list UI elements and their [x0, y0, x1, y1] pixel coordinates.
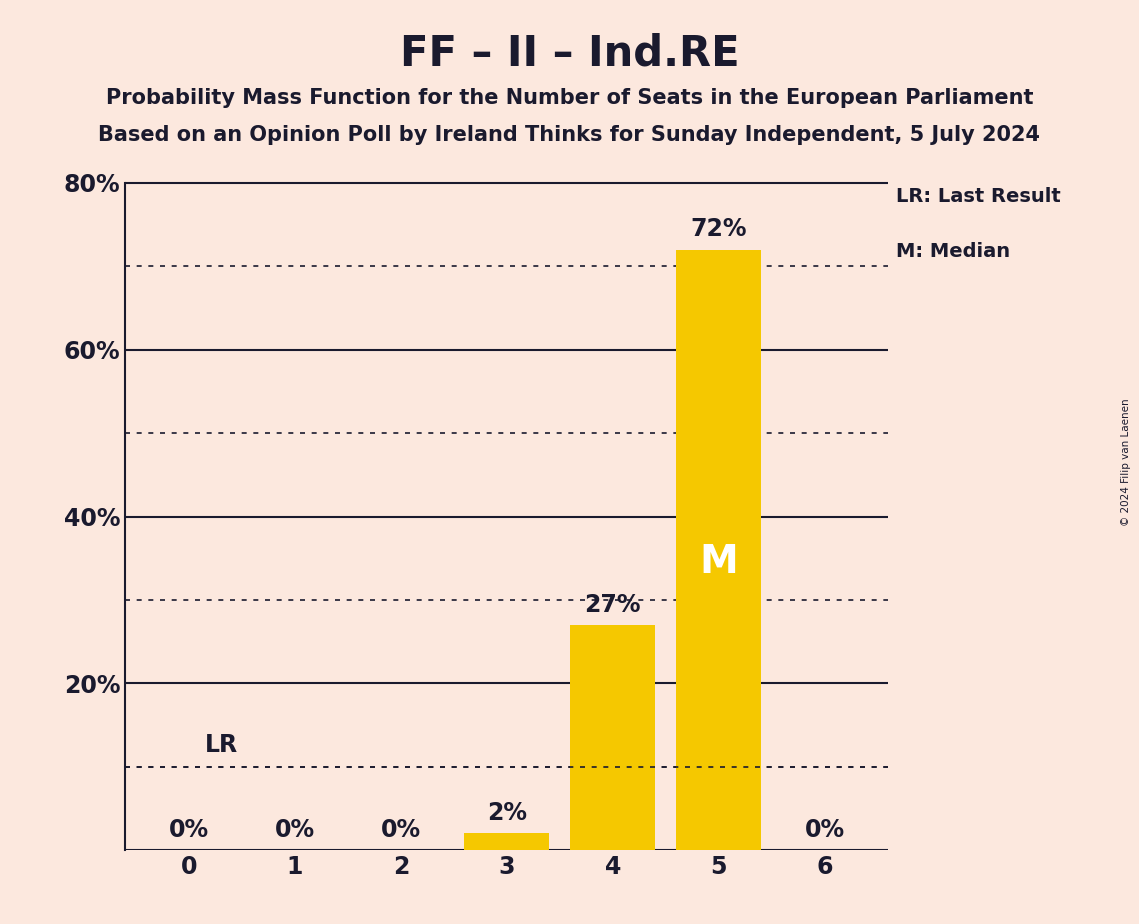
Text: LR: Last Result: LR: Last Result: [896, 187, 1060, 206]
Text: 0%: 0%: [805, 818, 845, 842]
Text: 72%: 72%: [690, 217, 747, 241]
Text: LR: LR: [205, 733, 238, 757]
Text: Probability Mass Function for the Number of Seats in the European Parliament: Probability Mass Function for the Number…: [106, 88, 1033, 108]
Text: 0%: 0%: [169, 818, 208, 842]
Text: M: Median: M: Median: [896, 241, 1010, 261]
Text: M: M: [699, 543, 738, 581]
Text: 27%: 27%: [584, 592, 641, 616]
Text: 0%: 0%: [274, 818, 316, 842]
Text: FF – II – Ind.RE: FF – II – Ind.RE: [400, 32, 739, 74]
Text: 0%: 0%: [380, 818, 421, 842]
Text: 2%: 2%: [486, 801, 527, 825]
Text: © 2024 Filip van Laenen: © 2024 Filip van Laenen: [1121, 398, 1131, 526]
Bar: [465, 833, 549, 850]
Bar: [677, 249, 761, 850]
Text: Based on an Opinion Poll by Ireland Thinks for Sunday Independent, 5 July 2024: Based on an Opinion Poll by Ireland Thin…: [98, 125, 1041, 145]
Bar: [571, 625, 655, 850]
